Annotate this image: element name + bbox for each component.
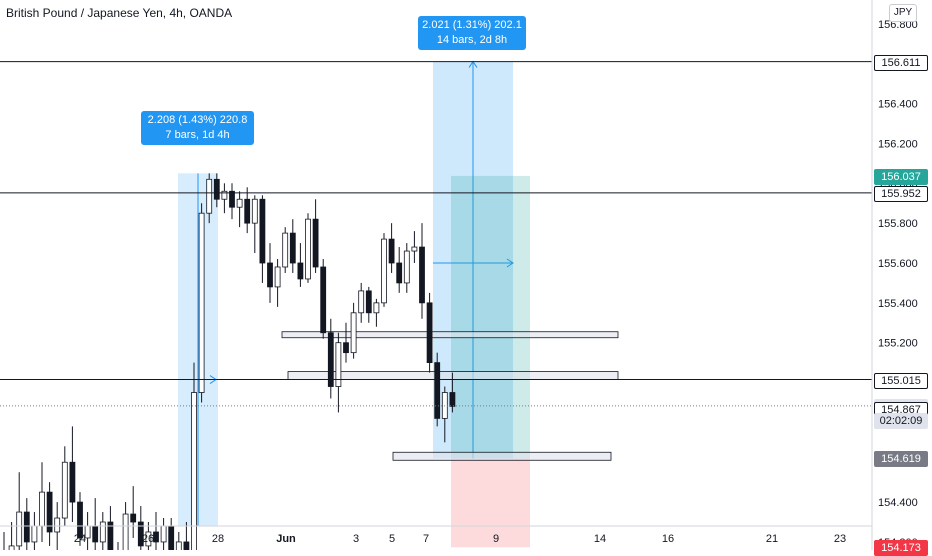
time-tick-label: 5 (389, 533, 395, 545)
time-tick-label: 16 (662, 533, 674, 545)
measure-tag-2[interactable]: 2.021 (1.31%) 202.1 14 bars, 2d 8h (418, 16, 526, 50)
time-tick-label: 3 (353, 533, 359, 545)
candle-body (411, 246, 418, 252)
price-tick-label: 154.400 (878, 497, 918, 509)
chart-title: British Pound / Japanese Yen, 4h, OANDA (6, 6, 233, 20)
candle-body (282, 232, 289, 268)
horizontal-lines (0, 61, 872, 407)
long-stop-zone (451, 458, 530, 548)
time-tick-label: 14 (594, 533, 606, 545)
candle-body (8, 545, 15, 556)
measure-tag-2-line2: 14 bars, 2d 8h (436, 34, 508, 46)
currency-button[interactable]: JPY (889, 4, 917, 22)
candle-body (244, 198, 251, 224)
candle-body (305, 218, 311, 280)
candle-body (403, 250, 410, 284)
candle-body (213, 178, 220, 200)
candle-body (61, 461, 68, 519)
price-tick-label: 155.600 (878, 258, 918, 270)
candle-body (350, 312, 357, 354)
long-target-zone (451, 175, 530, 459)
candle-body (343, 342, 349, 354)
candle-body (23, 511, 30, 543)
measure-arrowhead-2b (506, 258, 514, 268)
candle-body (449, 392, 456, 407)
price-badge: 155.015 (874, 372, 928, 389)
candle-body (77, 501, 83, 539)
candle-body (153, 531, 159, 543)
price-badge: 155.952 (874, 185, 928, 202)
candle-body (267, 262, 273, 288)
measure-tag-1-line2: 7 bars, 1d 4h (165, 129, 230, 141)
price-badge: 156.611 (874, 54, 928, 71)
time-tick-label: 26 (142, 533, 154, 545)
candle-body (122, 513, 129, 553)
price-badge: 156.037 (874, 168, 928, 185)
candle-body (320, 266, 327, 334)
candle-body (312, 218, 319, 268)
candles-layer (3, 173, 456, 556)
measure-tag-1-line1: 2.208 (1.43%) 220.8 (147, 114, 248, 126)
time-tick-label: 28 (212, 533, 224, 545)
candle-body (289, 232, 296, 264)
candle-body (426, 302, 433, 364)
candle-body (274, 266, 281, 288)
candle-body (198, 212, 205, 393)
time-tick-label: 7 (423, 533, 429, 545)
measure-tag-1[interactable]: 2.208 (1.43%) 220.8 7 bars, 1d 4h (141, 111, 254, 145)
candle-body (137, 521, 144, 547)
price-tick-label: 155.200 (878, 338, 918, 350)
candle-body (206, 178, 213, 214)
candle-body (236, 198, 243, 208)
zone-rect (392, 451, 612, 461)
candle-body (175, 541, 182, 555)
candle-body (251, 198, 258, 224)
candle-body (259, 198, 266, 264)
candle-body (183, 541, 190, 553)
candle-body (388, 238, 395, 264)
candle-body (419, 246, 425, 304)
candle-body (335, 342, 342, 387)
price-tick-label: 155.400 (878, 298, 918, 310)
candle-body (69, 461, 76, 503)
drawings-layer (178, 60, 619, 548)
candle-body (145, 531, 152, 547)
time-tick-label: 9 (493, 533, 499, 545)
price-badge: 154.173 (874, 540, 928, 556)
time-tick-label: 21 (766, 533, 778, 545)
candle-body (160, 525, 167, 543)
countdown-badge: 02:02:09 (874, 412, 928, 429)
zone-rect (281, 331, 619, 339)
candle-body (107, 521, 114, 556)
candle-body (381, 238, 387, 304)
candle-body (434, 362, 441, 419)
candle-body (130, 513, 137, 523)
candle-body (16, 511, 23, 547)
candle-body (365, 290, 372, 314)
candle-body (54, 517, 61, 533)
candle-body (229, 190, 235, 208)
candle-body (221, 190, 228, 200)
candle-body (99, 521, 106, 543)
candle-body (46, 491, 53, 533)
price-badge: 154.619 (874, 451, 928, 468)
candle-body (297, 262, 304, 280)
price-tick-label: 155.800 (878, 218, 918, 230)
time-tick-label: 23 (834, 533, 846, 545)
candle-body (396, 262, 403, 284)
price-tick-label: 156.400 (878, 99, 918, 111)
candle-body (31, 525, 38, 543)
candle-body (373, 302, 380, 314)
candle-body (168, 525, 175, 555)
time-tick-label: Jun (276, 533, 296, 545)
time-tick-label: 24 (74, 533, 86, 545)
candle-body (358, 290, 365, 314)
measure-tag-2-line1: 2.021 (1.31%) 202.1 (422, 19, 522, 31)
candle-body (327, 332, 334, 387)
price-tick-label: 156.200 (878, 138, 918, 150)
candle-body (92, 525, 99, 543)
candle-body (39, 491, 45, 527)
